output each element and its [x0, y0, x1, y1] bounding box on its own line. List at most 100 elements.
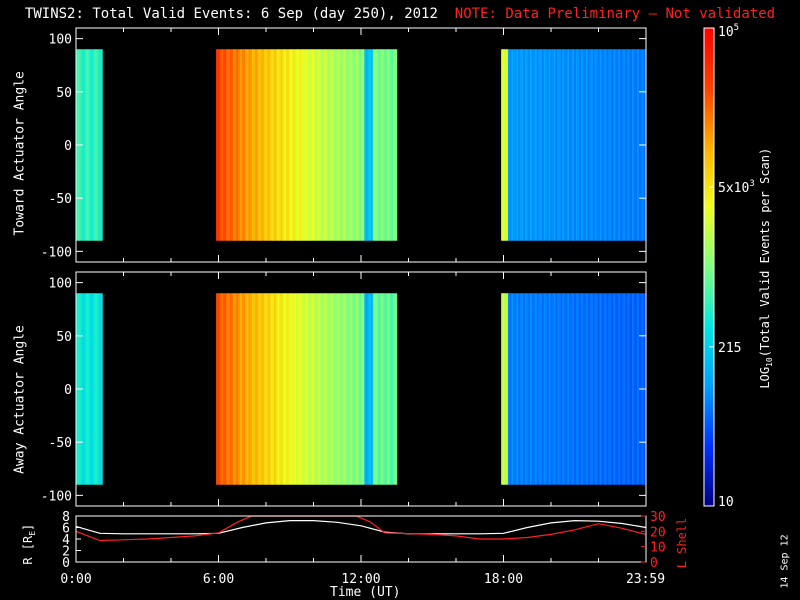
heatmap-strip-away-2-34: [558, 293, 562, 485]
heatmap-strip-away-1-73: [340, 293, 343, 485]
heatmap-strip-toward-1-6: [226, 49, 229, 241]
heatmap-strip-away-1-102: [389, 293, 393, 485]
heatmap-strip-toward-1-93: [374, 49, 377, 241]
heatmap-strip-away-2-73: [625, 293, 628, 485]
heatmap-strip-toward-1-51: [302, 49, 306, 241]
heatmap-strip-away-1-13: [238, 293, 241, 485]
heatmap-strip-away-2-50: [586, 293, 589, 485]
heatmap-strip-toward-0-10: [93, 49, 96, 241]
heatmap-strip-away-1-32: [270, 293, 273, 485]
heatmap-strip-away-1-89: [367, 293, 370, 485]
r-tick-label: 2: [62, 545, 70, 560]
heatmap-strip-away-1-99: [384, 293, 388, 485]
colorbar-tick-label: 105: [718, 23, 739, 40]
heatmap-strip-away-2-14: [524, 293, 528, 485]
heatmap-strip-toward-2-64: [609, 49, 613, 241]
preliminary-note: NOTE: Data Preliminary – Not validated: [454, 6, 776, 22]
heatmap-strip-away-1-9: [231, 293, 234, 485]
heatmap-strip-toward-0-5: [84, 49, 88, 241]
toward-ytick-label: 100: [49, 33, 72, 48]
heatmap-strip-toward-0-13: [98, 49, 101, 241]
heatmap-strip-toward-1-1: [217, 49, 221, 241]
heatmap-strip-toward-1-101: [388, 49, 391, 241]
heatmap-strip-toward-2-42: [572, 49, 575, 241]
heatmap-strip-toward-2-49: [584, 49, 587, 241]
heatmap-strip-toward-1-60: [318, 49, 321, 241]
heatmap-strip-away-0-10: [93, 293, 96, 485]
heatmap-strip-away-2-16: [528, 293, 531, 485]
heatmap-strip-toward-1-42: [287, 49, 290, 241]
toward-ytick-label: 50: [56, 86, 72, 101]
heatmap-strip-toward-1-0: [216, 49, 219, 241]
x-tick-label: 12:00: [341, 572, 380, 587]
heatmap-strip-away-1-69: [333, 293, 336, 485]
heatmap-strip-away-2-8: [514, 293, 518, 485]
colorbar-label: LOG10(Total Valid Events per Scan): [757, 147, 775, 389]
heatmap-strip-toward-1-15: [241, 49, 244, 241]
heatmap-strip-toward-1-81: [354, 49, 357, 241]
heatmap-strip-toward-1-40: [284, 49, 287, 241]
heatmap-strip-toward-2-5: [509, 49, 512, 241]
heatmap-strip-away-1-12: [236, 293, 239, 485]
heatmap-strip-away-1-21: [251, 293, 255, 485]
heatmap-strip-toward-2-0: [501, 49, 504, 241]
heatmap-strip-toward-1-69: [333, 49, 336, 241]
heatmap-strip-away-2-38: [565, 293, 568, 485]
heatmap-strip-away-2-26: [545, 293, 548, 485]
heatmap-strip-away-1-62: [321, 293, 324, 485]
heatmap-strip-toward-1-86: [362, 49, 365, 241]
heatmap-strip-toward-1-84: [359, 49, 362, 241]
heatmap-strip-away-1-58: [314, 293, 318, 485]
heatmap-strip-toward-2-28: [548, 49, 551, 241]
heatmap-strip-toward-2-21: [536, 49, 540, 241]
heatmap-strip-toward-0-7: [88, 49, 91, 241]
heatmap-strip-away-2-9: [516, 293, 519, 485]
heatmap-strip-toward-2-66: [613, 49, 616, 241]
heatmap-strip-away-2-43: [574, 293, 577, 485]
heatmap-strip-toward-2-16: [528, 49, 531, 241]
lshell-tick-label: 10: [650, 541, 666, 556]
heatmap-strip-toward-2-36: [562, 49, 565, 241]
heatmap-strip-away-1-36: [277, 293, 280, 485]
heatmap-strip-toward-1-19: [248, 49, 251, 241]
away-ytick-label: 50: [56, 330, 72, 345]
heatmap-strip-away-2-51: [587, 293, 591, 485]
heatmap-strip-toward-2-17: [530, 49, 533, 241]
heatmap-strip-toward-2-58: [599, 49, 602, 241]
heatmap-strip-toward-2-37: [563, 49, 567, 241]
heatmap-strip-toward-1-102: [389, 49, 393, 241]
heatmap-strip-away-0-7: [88, 293, 91, 485]
heatmap-strip-away-2-30: [552, 293, 555, 485]
heatmap-strip-toward-2-41: [570, 49, 574, 241]
heatmap-strip-away-2-77: [631, 293, 635, 485]
heatmap-strip-toward-1-7: [228, 49, 231, 241]
heatmap-strip-toward-1-100: [386, 49, 389, 241]
heatmap-strip-away-2-13: [523, 293, 526, 485]
heatmap-strip-away-1-35: [275, 293, 279, 485]
heatmap-strip-away-2-15: [526, 293, 529, 485]
heatmap-strip-toward-2-51: [587, 49, 591, 241]
heatmap-strip-toward-0-9: [91, 49, 95, 241]
heatmap-strip-toward-1-56: [311, 49, 314, 241]
heatmap-strip-away-1-43: [289, 293, 292, 485]
heatmap-strip-toward-2-24: [541, 49, 545, 241]
r-axis-label: R [RE]: [20, 523, 38, 565]
heatmap-strip-toward-1-72: [338, 49, 342, 241]
heatmap-strip-toward-1-33: [272, 49, 275, 241]
heatmap-strip-away-2-45: [577, 293, 580, 485]
heatmap-strip-away-0-4: [82, 293, 86, 485]
heatmap-strip-toward-0-6: [86, 49, 89, 241]
r-tick-label: 8: [62, 510, 70, 525]
heatmap-strip-away-1-57: [313, 293, 316, 485]
colorbar-tick-label: 10: [718, 495, 734, 510]
heatmap-strip-toward-1-67: [330, 49, 333, 241]
heatmap-strip-toward-1-97: [381, 49, 384, 241]
heatmap-strip-away-1-66: [328, 293, 331, 485]
heatmap-strip-toward-2-2: [504, 49, 507, 241]
heatmap-strip-toward-1-36: [277, 49, 280, 241]
heatmap-strip-away-1-24: [256, 293, 260, 485]
heatmap-strip-away-2-2: [504, 293, 507, 485]
heatmap-strip-toward-2-23: [540, 49, 543, 241]
heatmap-strip-away-2-3: [506, 293, 509, 485]
